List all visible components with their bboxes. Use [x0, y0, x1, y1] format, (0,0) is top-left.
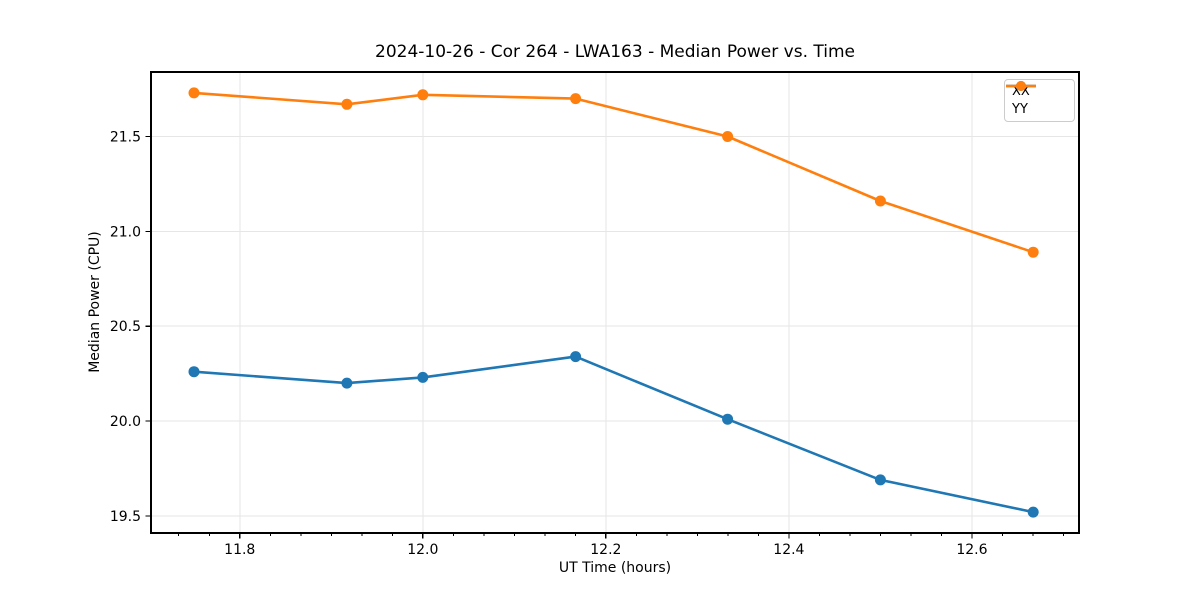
axes-box: [150, 71, 1080, 534]
data-point-yy: [1027, 246, 1039, 258]
x-axis-label: UT Time (hours): [558, 560, 672, 576]
y-tick-label: 20.0: [110, 414, 141, 430]
series-line-xx: [192, 355, 1035, 514]
data-point-yy: [417, 89, 429, 101]
data-point-xx: [188, 366, 200, 378]
x-tick-label: 12.6: [956, 542, 987, 558]
data-point-yy: [722, 131, 734, 142]
x-tick-label: 12.2: [590, 542, 621, 558]
chart-title: 2024-10-26 - Cor 264 - LWA163 - Median P…: [375, 42, 855, 62]
x-tick-label: 12.4: [773, 542, 804, 558]
data-point-xx: [874, 474, 886, 486]
legend: XX YY: [1004, 79, 1075, 122]
series-line-yy: [192, 91, 1035, 254]
data-point-yy: [188, 87, 200, 99]
legend-item-yy: YY: [1006, 81, 1066, 117]
y-tick-label: 19.5: [110, 509, 141, 525]
y-tick-label: 20.5: [110, 319, 141, 335]
x-tick-label: 12.0: [407, 542, 438, 558]
x-tick-label: 11.8: [224, 542, 255, 558]
data-point-yy: [570, 93, 582, 105]
y-tick-label: 21.0: [110, 224, 141, 240]
y-tick-label: 21.5: [110, 130, 141, 146]
legend-line-marker-icon: [1006, 81, 1036, 91]
data-point-xx: [417, 371, 429, 383]
legend-label: YY: [1012, 102, 1028, 117]
data-point-yy: [341, 98, 353, 110]
data-point-xx: [570, 351, 582, 363]
y-axis-label: Median Power (CPU): [87, 231, 103, 373]
data-point-xx: [341, 377, 353, 389]
data-point-xx: [722, 413, 734, 425]
data-point-yy: [874, 195, 886, 207]
data-point-xx: [1027, 506, 1039, 518]
